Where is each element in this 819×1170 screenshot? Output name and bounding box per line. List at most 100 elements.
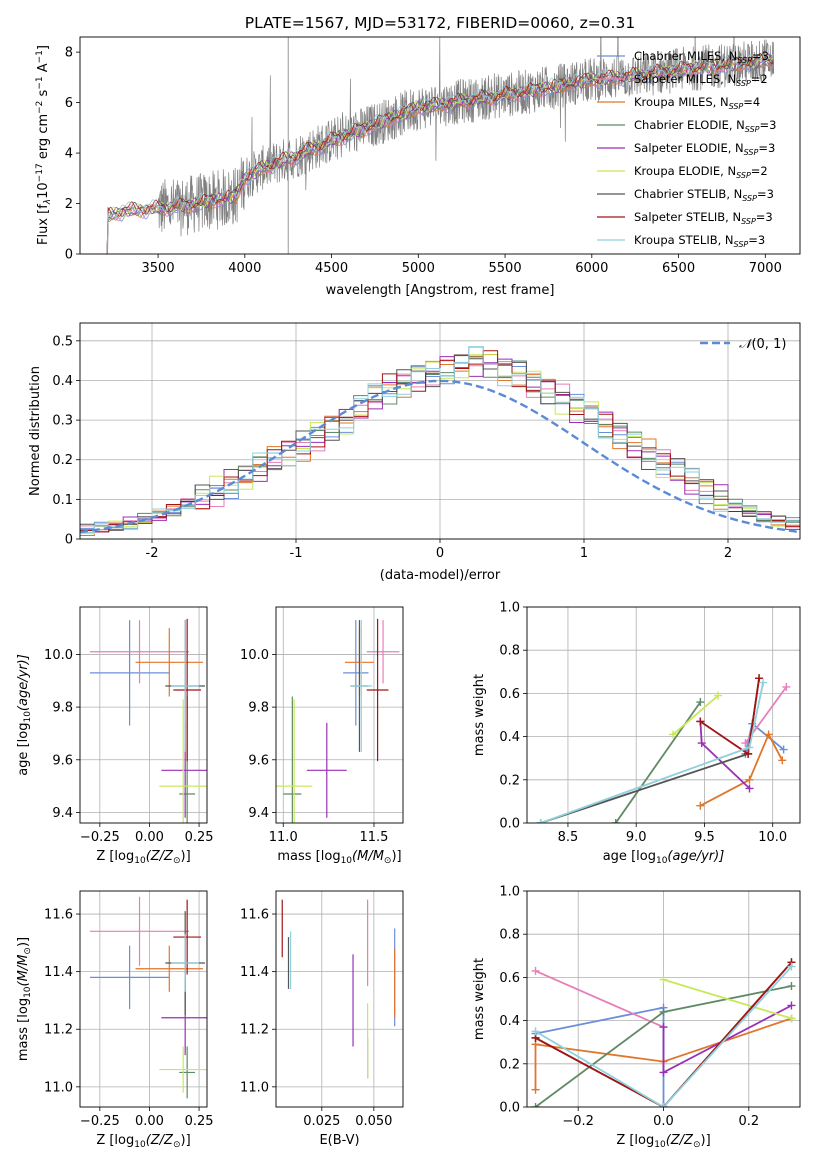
x-tick-label: 4000	[228, 261, 261, 276]
weight-point-kroupa_elodie	[714, 691, 723, 700]
x-tick-label: -2	[146, 546, 159, 561]
weight-line-kroupa_miles	[534, 1017, 792, 1090]
label-part: (age/yr)]	[16, 654, 31, 711]
x-tick-label: 10.0	[758, 830, 787, 845]
y-tick-label: 11.0	[240, 1080, 269, 1095]
label-part: (0, 1)	[751, 337, 786, 352]
label-part: Salpeter ELODIE	[634, 141, 728, 155]
label-part: erg cm	[36, 114, 51, 163]
x-tick-label: 11.5	[359, 830, 388, 845]
label-part: λ	[43, 199, 53, 205]
label-part: Z [log	[616, 1133, 654, 1148]
label-part: , N	[721, 49, 737, 63]
label-part: =3	[752, 49, 769, 63]
label-part: age [log	[603, 849, 656, 864]
grid	[80, 891, 207, 1107]
label-part: 10	[36, 182, 51, 199]
y-tick-label: 0.6	[499, 971, 520, 986]
label-part: SSP	[744, 148, 759, 157]
legend-label: 𝒩(0, 1)	[739, 337, 786, 352]
label-part: age [log	[16, 723, 31, 776]
axes-frame	[526, 606, 801, 824]
label-part: Chabrier STELIB	[634, 187, 726, 201]
weight-point-salpeter_elodie	[745, 784, 754, 793]
axes-frame	[526, 890, 801, 1108]
label-part: −1	[35, 76, 45, 89]
plot-area	[106, 37, 775, 254]
weight-line-salpeter_elodie	[662, 1004, 792, 1074]
weight-line-salpeter_stelib	[535, 961, 793, 1107]
x-tick-label: 0.00	[135, 1114, 164, 1129]
plot-area	[80, 323, 800, 539]
y-tick-label: 9.6	[52, 753, 73, 768]
weight-point-kroupa_miles	[745, 775, 754, 784]
panel-mass-vs-ebv: 0.025 0.050 11.0 11.2 11.4 11.6 E(B-V)	[240, 890, 404, 1148]
legend-label: Kroupa MILES, NSSP=4	[634, 95, 760, 111]
weight-point-kroupa_elodie	[669, 730, 678, 739]
label-part: 10	[341, 856, 353, 866]
label-part: mass [log	[16, 998, 31, 1061]
label-part: −2	[35, 101, 45, 114]
grid	[527, 607, 800, 823]
label-part: ⊙	[173, 856, 181, 866]
label-part: (Z/Z	[666, 1133, 694, 1148]
y-tick-label: 0.2	[499, 773, 520, 788]
label-part: , N	[720, 164, 736, 178]
y-tick-label: 6	[65, 96, 73, 111]
weight-point-salpeter_elodie	[787, 1001, 796, 1010]
y-tick-label: 0.0	[499, 1101, 520, 1116]
label-part: −17	[35, 163, 45, 182]
label-part: −1	[35, 50, 45, 63]
label-part: =3	[760, 118, 777, 132]
panel-weight-vs-z: −0.2 0.0 0.2 0.0 0.2 0.4 0.6 0.8 1.0 Z [log10(Z/Z…	[472, 885, 801, 1150]
legend-label: Chabrier MILES, NSSP=3	[634, 49, 769, 65]
y-axis-label: age [log10(age/yr)]	[16, 654, 33, 776]
weight-line-kroupa_elodie	[663, 978, 792, 1020]
legend-label: Chabrier ELODIE, NSSP=3	[634, 118, 776, 134]
y-tick-label: 11.2	[44, 1023, 73, 1038]
label-part: Flux [f	[36, 204, 51, 245]
y-axis-label: Flux [fλ10−17 erg cm−2 s−1 A−1]	[35, 45, 53, 245]
label-part: E(B-V)	[319, 1133, 359, 1148]
axes-frame	[79, 606, 208, 824]
weight-point-kroupa_miles	[696, 801, 705, 810]
x-axis-label: Z [log10(Z/Z⊙)]	[96, 849, 190, 866]
y-axis-label: mass weight	[472, 958, 487, 1040]
weight-point-kroupa_miles	[764, 730, 773, 739]
x-tick-label: 6500	[662, 261, 695, 276]
panel-spectrum: 3500 4000 4500 5000 5500 6000 6500 7000 0 2 4 6 8 Cha…	[35, 36, 801, 298]
weight-point-kroupa_miles	[778, 756, 787, 765]
label-part: SSP	[729, 102, 744, 111]
x-tick-label: 0.25	[185, 830, 214, 845]
y-tick-label: 0.4	[52, 374, 73, 389]
x-tick-label: 5500	[489, 261, 522, 276]
label-part: ⊙	[173, 1140, 181, 1150]
label-part: SSP	[736, 79, 751, 88]
y-tick-label: 11.0	[44, 1080, 73, 1095]
label-part: ⊙	[384, 856, 392, 866]
weight-point-salpeter_stelib	[696, 717, 705, 726]
legend-label: Kroupa STELIB, NSSP=3	[634, 233, 765, 249]
label-part: Kroupa STELIB	[634, 233, 718, 247]
plot-area	[276, 607, 403, 823]
plot-area	[80, 891, 207, 1107]
weight-line-kroupa_stelib	[540, 682, 764, 823]
label-part: 10	[134, 1140, 146, 1150]
label-part: =2	[751, 164, 768, 178]
y-axis-label: Normed distribution	[28, 366, 43, 496]
x-tick-label: 2	[724, 546, 732, 561]
label-part: (age/yr)]	[667, 849, 724, 864]
label-part: )]	[391, 849, 401, 864]
legend-label: Chabrier STELIB, NSSP=3	[634, 187, 774, 203]
plot-area	[527, 607, 800, 823]
x-tick-label: 0.025	[303, 1114, 340, 1129]
axes-frame	[79, 322, 801, 540]
label-part: , N	[726, 187, 742, 201]
model-line-chabrier_stelib	[106, 52, 774, 254]
x-tick-label: −0.25	[80, 1114, 120, 1129]
legend-label: Salpeter ELODIE, NSSP=3	[634, 141, 775, 157]
label-part: =3	[756, 210, 773, 224]
x-tick-label: 11.0	[269, 830, 298, 845]
weight-point-salpeter_elodie	[659, 1068, 668, 1077]
